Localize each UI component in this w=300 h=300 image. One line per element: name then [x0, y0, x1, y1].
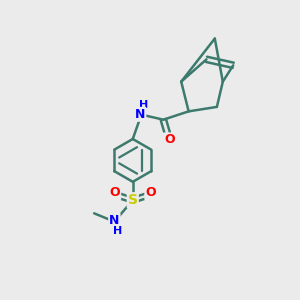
Text: O: O [164, 134, 175, 146]
Text: N: N [109, 214, 119, 226]
Text: N: N [135, 108, 146, 121]
Text: O: O [110, 186, 120, 199]
Text: O: O [145, 186, 156, 199]
Text: H: H [113, 226, 122, 236]
Text: H: H [139, 100, 148, 110]
Text: S: S [128, 193, 138, 207]
